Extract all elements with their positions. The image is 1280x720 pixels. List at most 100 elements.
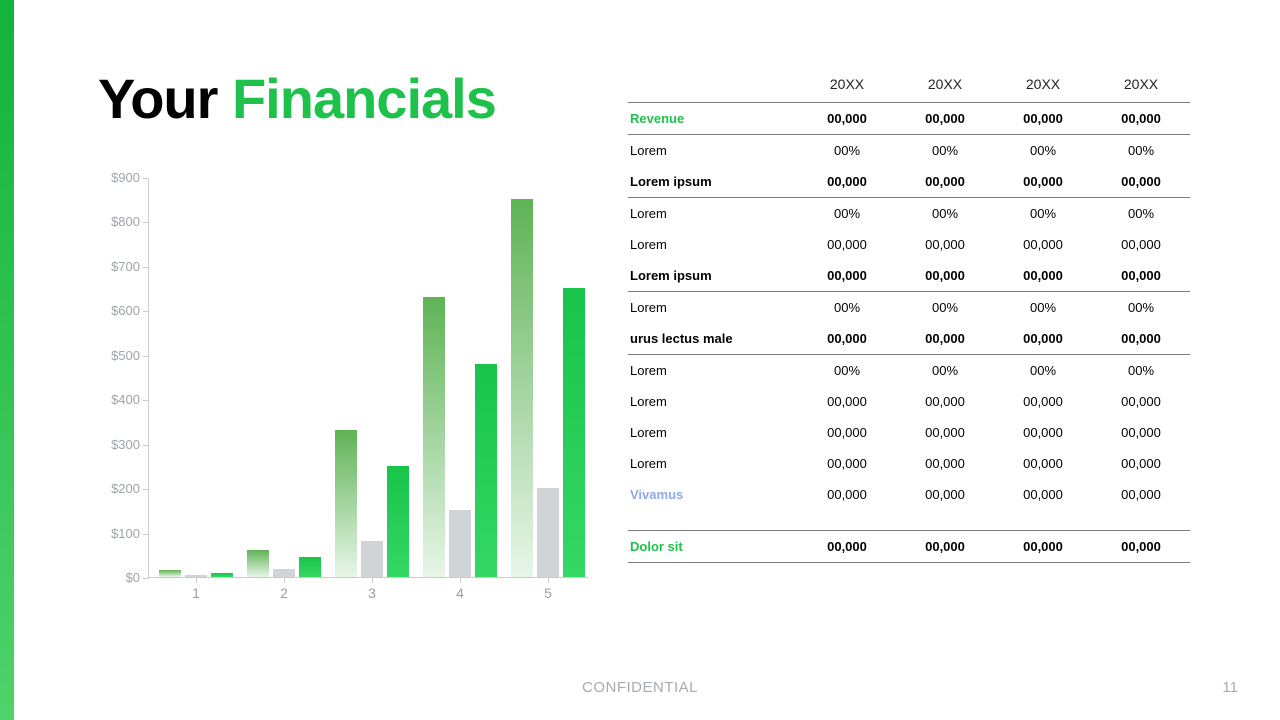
chart-bar <box>511 199 533 577</box>
table-cell: 00,000 <box>798 386 896 417</box>
chart-x-label: 4 <box>450 585 470 601</box>
table-cell: 00,000 <box>994 166 1092 198</box>
table-cell: 00,000 <box>896 386 994 417</box>
table-cell: 00% <box>798 198 896 230</box>
table-cell: 00,000 <box>994 531 1092 563</box>
table-row-label: Revenue <box>628 103 798 135</box>
chart-y-label: $600 <box>84 303 140 318</box>
table-header-row: 20XX20XX20XX20XX <box>628 68 1190 103</box>
table-row: Lorem00%00%00%00% <box>628 292 1190 324</box>
table-row-label: Lorem <box>628 355 798 387</box>
table-cell: 00,000 <box>798 166 896 198</box>
chart-x-label: 3 <box>362 585 382 601</box>
table-cell: 00,000 <box>1092 417 1190 448</box>
table-row-label: Lorem <box>628 417 798 448</box>
table-cell: 00,000 <box>1092 229 1190 260</box>
chart-x-label: 2 <box>274 585 294 601</box>
table-cell: 00,000 <box>994 323 1092 355</box>
table-cell: 00% <box>798 135 896 167</box>
table-row-label: Vivamus <box>628 479 798 510</box>
table-header-year: 20XX <box>994 68 1092 103</box>
chart-y-tick <box>143 311 149 312</box>
table-cell: 00,000 <box>1092 386 1190 417</box>
chart-y-axis-labels: $0$100$200$300$400$500$600$700$800$900 <box>88 178 144 586</box>
chart-x-tick <box>460 577 461 583</box>
table-cell: 00,000 <box>1092 260 1190 292</box>
table-row-label: Dolor sit <box>628 531 798 563</box>
table-cell: 00,000 <box>798 103 896 135</box>
table-cell: 00% <box>896 198 994 230</box>
chart-bar <box>361 541 383 577</box>
chart-bar <box>273 569 295 577</box>
table-cell: 00,000 <box>798 229 896 260</box>
table-cell: 00% <box>1092 355 1190 387</box>
table-cell: 00% <box>1092 198 1190 230</box>
table-row-label: Lorem <box>628 198 798 230</box>
table-row: Dolor sit00,00000,00000,00000,000 <box>628 531 1190 563</box>
table-row: Lorem00,00000,00000,00000,000 <box>628 448 1190 479</box>
title-part-1: Your <box>98 67 232 130</box>
table-cell: 00% <box>896 135 994 167</box>
chart-y-label: $200 <box>84 481 140 496</box>
table-cell: 00,000 <box>896 229 994 260</box>
table-row: Lorem00,00000,00000,00000,000 <box>628 229 1190 260</box>
chart-y-tick <box>143 445 149 446</box>
table-row: Lorem00%00%00%00% <box>628 135 1190 167</box>
table-cell: 00% <box>994 355 1092 387</box>
table-cell: 00% <box>1092 135 1190 167</box>
chart-bar <box>159 570 181 577</box>
table-cell: 00,000 <box>994 386 1092 417</box>
chart-bar <box>335 430 357 577</box>
table-row: Vivamus00,00000,00000,00000,000 <box>628 479 1190 510</box>
table-cell: 00,000 <box>896 531 994 563</box>
table-row: Lorem ipsum00,00000,00000,00000,000 <box>628 260 1190 292</box>
chart-bar <box>423 297 445 577</box>
chart-plot-area: 12345 <box>148 178 588 578</box>
chart-x-label: 5 <box>538 585 558 601</box>
table-row: Revenue00,00000,00000,00000,000 <box>628 103 1190 135</box>
table-header-year: 20XX <box>896 68 994 103</box>
chart-bar <box>387 466 409 577</box>
chart-y-label: $900 <box>84 170 140 185</box>
chart-y-tick <box>143 178 149 179</box>
chart-x-tick <box>196 577 197 583</box>
chart-x-label: 1 <box>186 585 206 601</box>
table-body: Revenue00,00000,00000,00000,000Lorem00%0… <box>628 103 1190 563</box>
table-row-label: Lorem <box>628 135 798 167</box>
table-row-label: Lorem ipsum <box>628 166 798 198</box>
table-row-label: Lorem <box>628 292 798 324</box>
table-cell: 00% <box>896 292 994 324</box>
table-cell: 00% <box>896 355 994 387</box>
table-cell: 00,000 <box>1092 448 1190 479</box>
table-cell: 00,000 <box>1092 166 1190 198</box>
table-cell: 00% <box>798 355 896 387</box>
table-cell: 00% <box>994 135 1092 167</box>
chart-y-tick <box>143 489 149 490</box>
table-row: Lorem00,00000,00000,00000,000 <box>628 386 1190 417</box>
chart-y-tick <box>143 356 149 357</box>
table-row-label: Lorem ipsum <box>628 260 798 292</box>
chart-x-tick <box>284 577 285 583</box>
slide: Your Financials $0$100$200$300$400$500$6… <box>0 0 1280 720</box>
chart-x-tick <box>372 577 373 583</box>
chart-bar <box>537 488 559 577</box>
chart-y-label: $400 <box>84 392 140 407</box>
table-cell: 00,000 <box>798 479 896 510</box>
table-cell: 00% <box>798 292 896 324</box>
chart-y-tick <box>143 534 149 535</box>
table-row: Lorem00%00%00%00% <box>628 198 1190 230</box>
table-row: Lorem ipsum00,00000,00000,00000,000 <box>628 166 1190 198</box>
chart-y-label: $500 <box>84 348 140 363</box>
footer-confidential: CONFIDENTIAL <box>0 679 1280 696</box>
table-row: Lorem00,00000,00000,00000,000 <box>628 417 1190 448</box>
table-row: Lorem00%00%00%00% <box>628 355 1190 387</box>
table-cell: 00,000 <box>1092 531 1190 563</box>
table-cell: 00,000 <box>896 479 994 510</box>
table-cell: 00,000 <box>994 417 1092 448</box>
table-header-year: 20XX <box>798 68 896 103</box>
chart-y-tick <box>143 578 149 579</box>
table-header-blank <box>628 68 798 103</box>
table-cell: 00,000 <box>994 479 1092 510</box>
table-cell: 00,000 <box>896 260 994 292</box>
chart-bar <box>247 550 269 577</box>
